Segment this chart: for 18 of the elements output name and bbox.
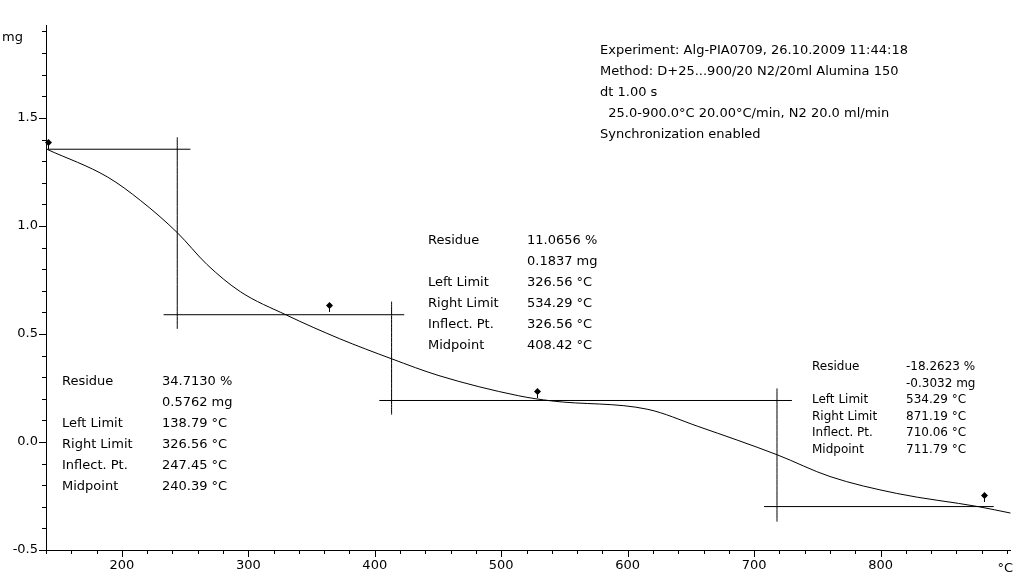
x-tick-label: 600 [615,557,641,573]
x-axis-title: °C [997,559,1013,575]
x-tick-label: 800 [868,557,893,573]
x-tick-label: 200 [109,557,135,573]
x-tick-label: 300 [235,557,261,573]
y-tick-label: 0.5 [17,325,38,341]
y-tick-label: 1.0 [17,217,38,233]
text: Residue 11.0656 % 0.1837 mg Left Limit 326.56 °C Right Limit 534.29 °C Inflect. Pt. 326.56 °C Midpoint 408.42 °C [428,231,598,352]
x-tick-label: 700 [741,557,767,573]
text: Residue 34.7130 % 0.5762 mg Left Limit 138.79 °C Right Limit 326.56 °C Inflect. Pt. 247.45 °C Midpoint 240.39 °C [62,372,233,493]
x-tick-label: 400 [362,557,388,573]
text: Residue -18.2623 % -0.3032 mg Left Limit 534.29 °C Right Limit 871.19 °C Inflect. Pt. 710.06 °C Midpoint 711.79 °C [812,359,976,456]
y-tick-label: 1.5 [17,109,38,125]
annotation: Experiment: Alg-PIA0709, 26.10.2009 11:44:18 Method: D+25...900/20 N2/20ml Alumina 150 dt 1.00 s 25.0-900.0°C 20.00°C/min, N2 20.0 ml/min Synchronization enabled [600,41,908,141]
y-tick-label: 0.0 [17,433,38,449]
y-axis-title: mg [2,28,23,44]
y-tick-label: -0.5 [12,541,38,557]
x-tick-label: 500 [488,557,514,573]
